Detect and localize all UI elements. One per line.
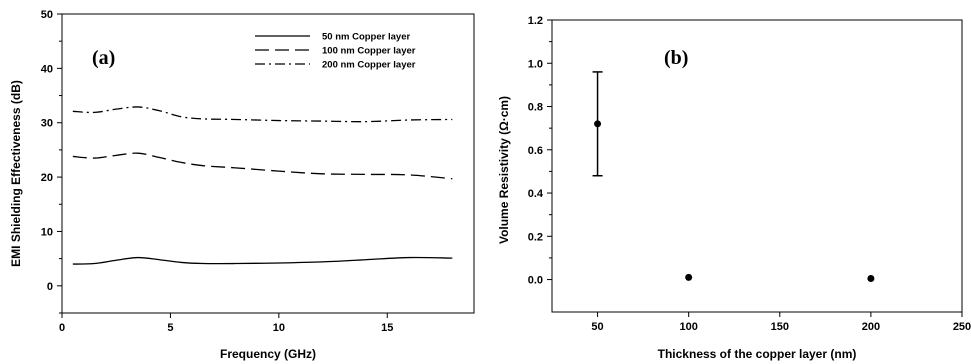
y-tick-label: 0: [47, 281, 53, 293]
x-tick-label: 100: [679, 321, 697, 333]
data-point-3: [867, 274, 875, 282]
x-tick-label: 150: [771, 321, 789, 333]
panel-b-x-axis-label: Thickness of the copper layer (nm): [658, 347, 857, 361]
panel-b-plot-area: [551, 19, 963, 313]
panel-b-y-axis: 0.0 0.2 0.4 0.6 0.8 1.0 1.2: [528, 15, 552, 287]
legend-label-1: 50 nm Copper layer: [322, 32, 410, 43]
panel-b: 50 100 150 200 250 0.0 0.2 0.4 0.6 0.8 1.0 1.2 (b)…: [497, 15, 971, 361]
panel-b-y-axis-label: Volume Resistivity (Ω·cm): [497, 96, 511, 244]
panel-a-x-axis-label: Frequency (GHz): [220, 347, 316, 361]
panel-a-y-axis: 0 10 20 30 40 50: [41, 9, 62, 314]
x-tick-label: 10: [273, 322, 285, 334]
y-tick-label: 0.6: [528, 145, 543, 157]
series-line-3: [72, 106, 453, 123]
y-tick-label: 0.0: [528, 275, 543, 287]
x-tick-label: 0: [59, 322, 65, 334]
legend-label-2: 100 nm Copper layer: [322, 46, 416, 57]
y-tick-label: 50: [41, 9, 53, 21]
data-point-1: [594, 120, 602, 128]
y-tick-label: 0.8: [528, 102, 543, 114]
x-tick-label: 250: [953, 321, 971, 333]
panel-a-legend: 50 nm Copper layer 100 nm Copper layer 200…: [255, 32, 416, 71]
x-tick-label: 200: [862, 321, 880, 333]
panel-b-label: (b): [664, 47, 688, 69]
data-point-2: [685, 273, 693, 281]
series-line-2: [72, 152, 453, 180]
y-tick-label: 10: [41, 226, 53, 238]
legend-label-3: 200 nm Copper layer: [322, 60, 416, 71]
y-tick-label: 20: [41, 172, 53, 184]
panel-b-series: [592, 71, 875, 282]
y-tick-label: 40: [41, 63, 53, 75]
y-tick-label: 0.4: [528, 188, 544, 200]
x-tick-label: 15: [381, 322, 393, 334]
x-tick-label: 5: [167, 322, 173, 334]
series-line-1: [72, 256, 453, 265]
y-tick-label: 1.2: [528, 15, 543, 27]
panel-a-x-axis: 0 5 10 15: [59, 313, 393, 334]
panel-b-x-axis: 50 100 150 200 250: [591, 312, 971, 333]
y-tick-label: 0.2: [528, 231, 543, 243]
y-tick-label: 30: [41, 118, 53, 130]
panel-a-plot-area: [61, 13, 475, 314]
panel-a: 0 5 10 15 0 10 20 30 40 50 50 nm Copper layer 100…: [9, 9, 475, 361]
x-tick-label: 50: [591, 321, 603, 333]
panel-a-series: [72, 106, 453, 265]
panel-a-y-axis-label: EMI Shielding Effectiveness (dB): [9, 80, 23, 267]
y-tick-label: 1.0: [528, 58, 543, 70]
panel-a-label: (a): [92, 47, 115, 69]
